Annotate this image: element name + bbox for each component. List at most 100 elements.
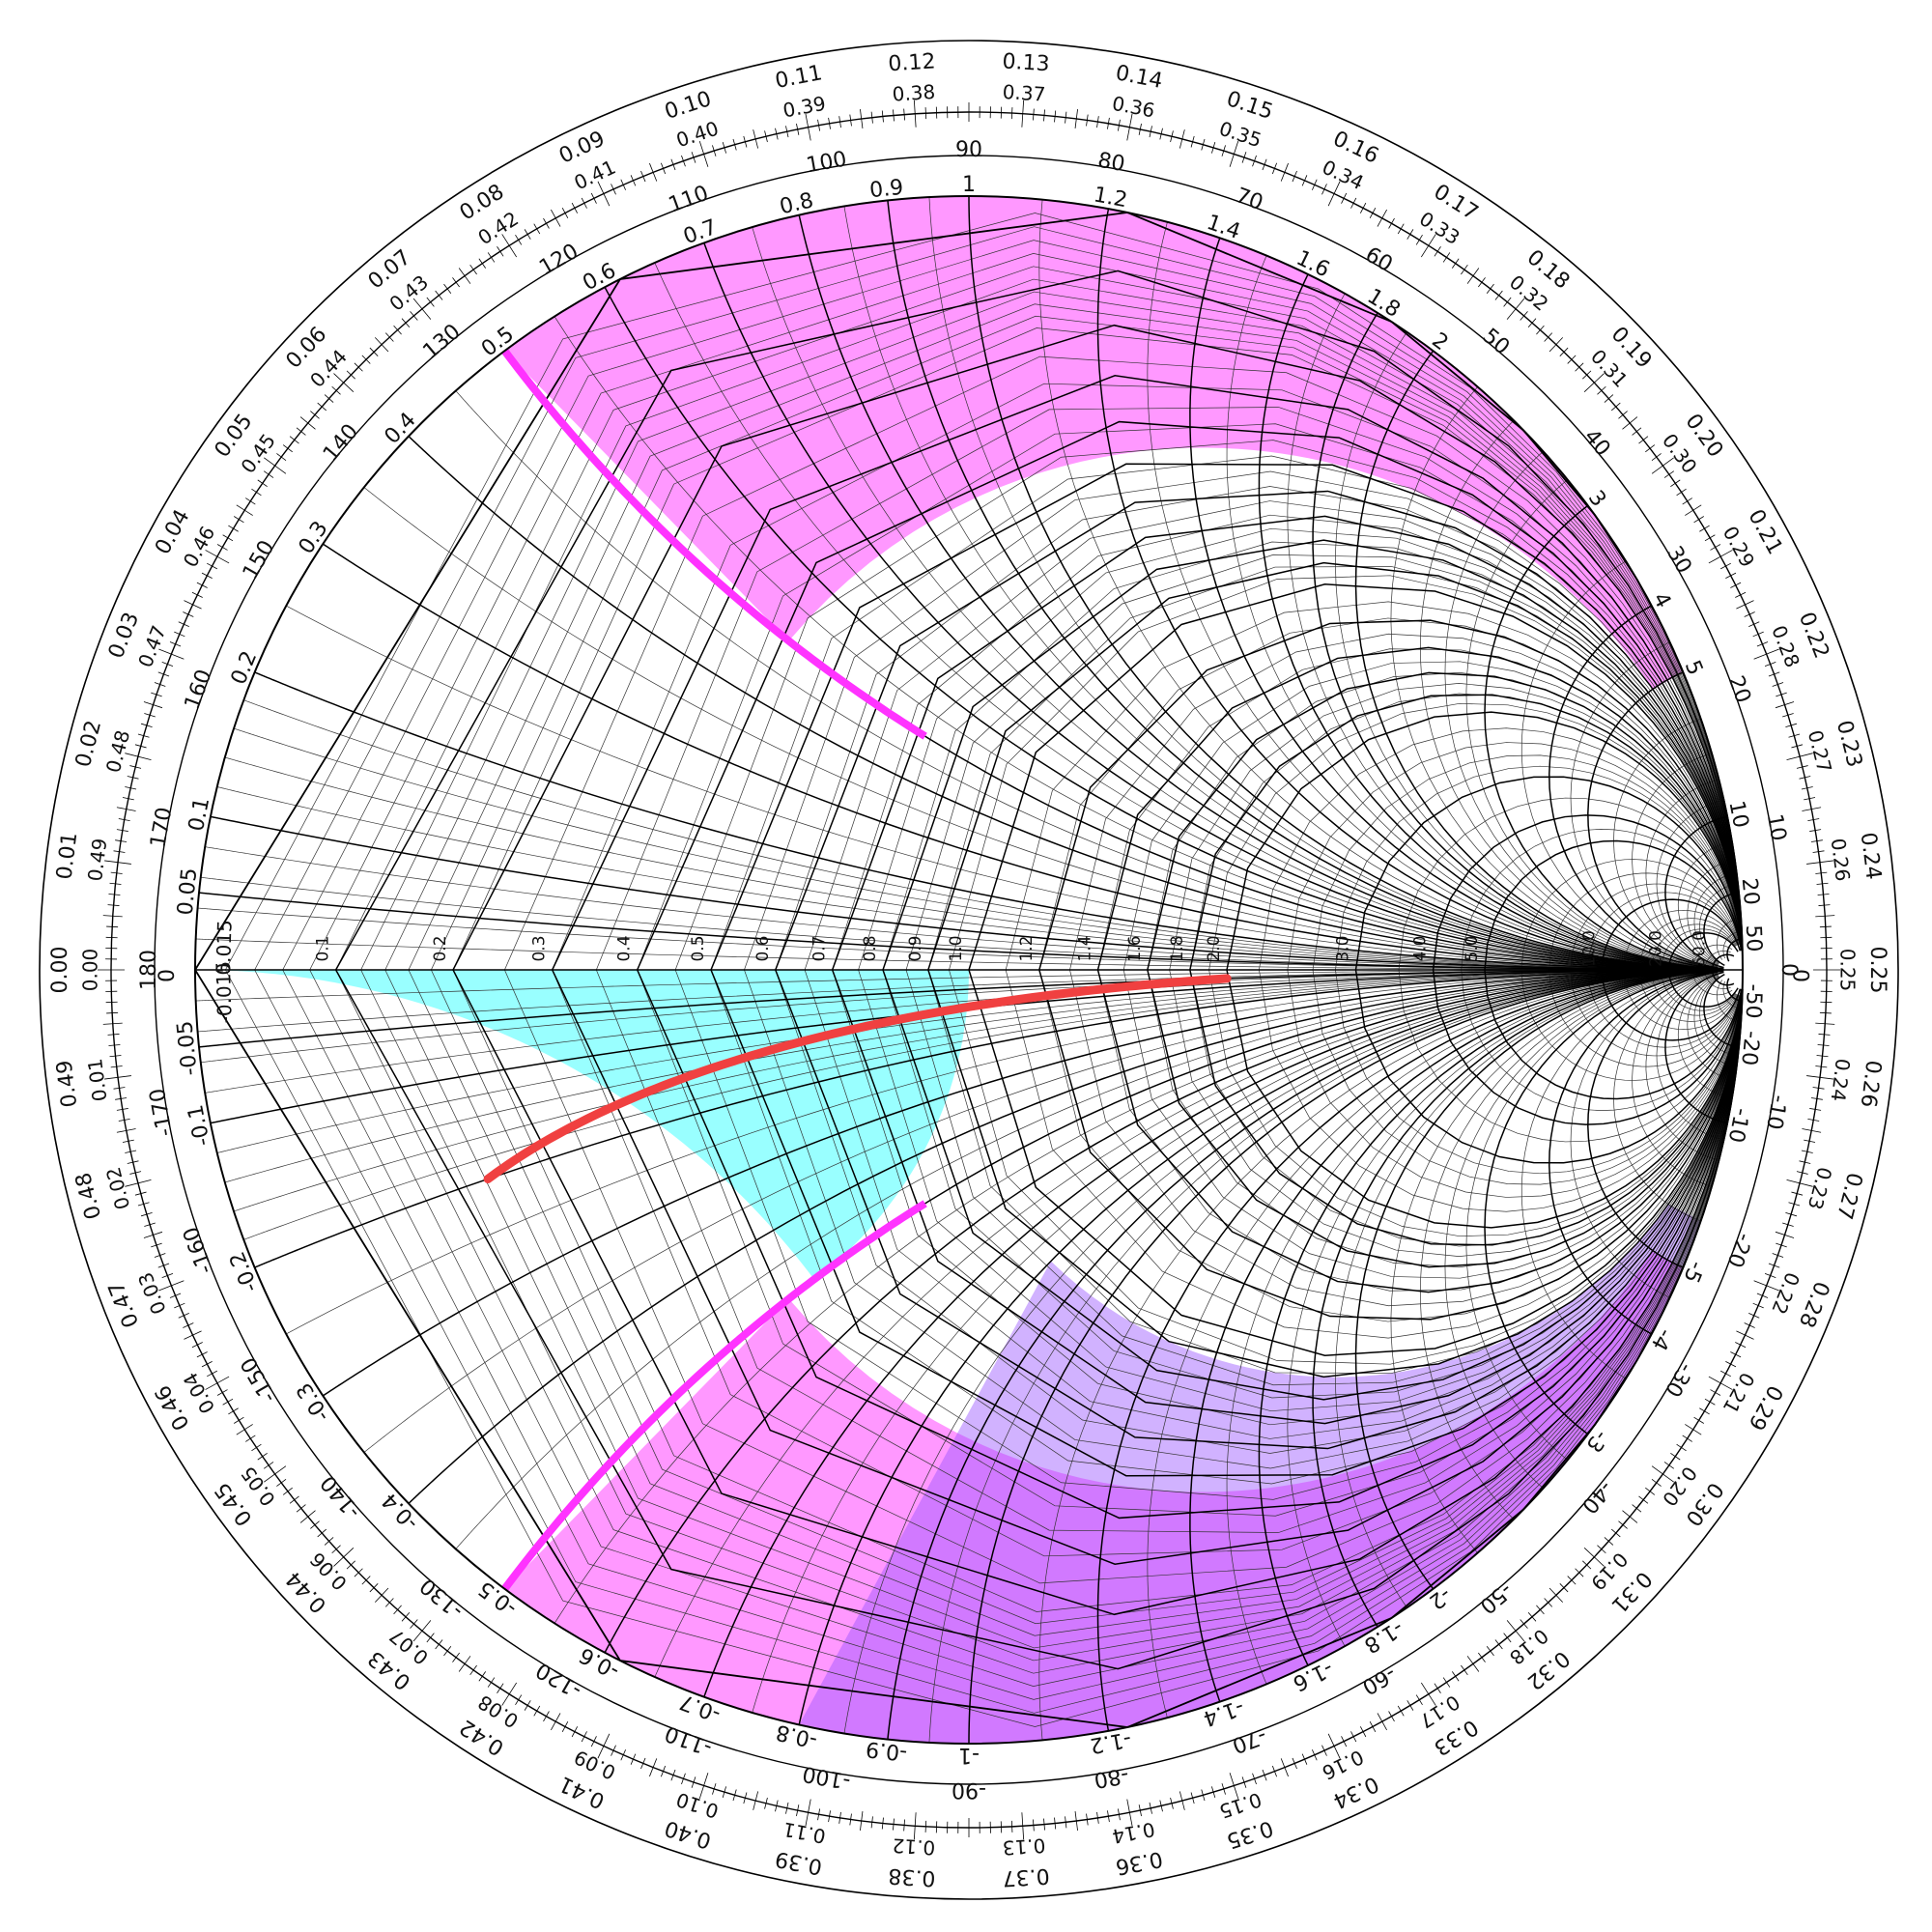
- wavelength-tick: [698, 1773, 709, 1799]
- wavelength-load-label: 0.24: [1827, 1057, 1855, 1102]
- wavelength-load-label: 0.37: [1002, 80, 1046, 106]
- overlay-curves: [483, 348, 1232, 1592]
- zero-left-label: 0: [156, 969, 180, 982]
- wavelength-tick: [191, 591, 203, 598]
- resistance-label: 1.8: [1168, 935, 1187, 961]
- wavelength-generator-label: 0.38: [888, 1863, 936, 1890]
- wavelength-tick: [1170, 130, 1174, 143]
- wavelength-tick: [125, 786, 137, 790]
- wavelength-tick: [1010, 1820, 1013, 1833]
- reactance-label: 10: [1723, 799, 1752, 830]
- wavelength-tick: [201, 572, 213, 580]
- wavelength-tick: [1434, 246, 1441, 257]
- wavelength-tick: [561, 1720, 569, 1732]
- unit-circle: [194, 195, 1744, 1745]
- wavelength-tick: [435, 290, 443, 300]
- wavelength-tick: [1341, 192, 1348, 204]
- wavelength-tick: [346, 1560, 355, 1570]
- wavelength-tick: [828, 1810, 831, 1823]
- resistance-label: 0.8: [861, 935, 880, 961]
- x-arc-major: [322, 969, 1724, 1397]
- wavelength-tick: [1369, 1720, 1377, 1732]
- wavelength-tick: [1748, 621, 1760, 628]
- x-arc-major: [604, 969, 1724, 1654]
- wavelength-tick: [1817, 894, 1830, 895]
- reactance-label: -0.3: [292, 1378, 335, 1426]
- wavelength-tick: [1802, 1128, 1822, 1133]
- x-arc-major: [408, 436, 1724, 971]
- wavelength-tick: [1645, 1487, 1656, 1495]
- wavelength-tick: [1406, 229, 1414, 240]
- angle-label: -30: [1660, 1358, 1698, 1401]
- wavelength-tick: [670, 1769, 676, 1781]
- wavelength-tick: [1699, 1407, 1710, 1415]
- wavelength-tick: [1170, 1797, 1174, 1809]
- wavelength-tick: [426, 297, 435, 307]
- wavelength-tick: [1461, 1664, 1468, 1676]
- angle-label: -60: [1357, 1661, 1400, 1699]
- wavelength-tick: [1730, 1351, 1742, 1358]
- red-impedance-path: [483, 974, 1232, 1183]
- wavelength-tick: [196, 1351, 208, 1358]
- wavelength-tick: [1434, 1683, 1441, 1693]
- wavelength-tick: [158, 648, 185, 660]
- wavelength-tick: [310, 1520, 320, 1529]
- wavelength-tick: [1651, 457, 1674, 474]
- wavelength-tick: [1494, 290, 1503, 300]
- wavelength-generator-label: 0.25: [1865, 947, 1889, 994]
- reactance-label: -0.05: [173, 1019, 203, 1076]
- wavelength-tick: [115, 839, 128, 842]
- wavelength-tick: [1710, 544, 1721, 551]
- wavelength-tick: [1676, 1443, 1687, 1452]
- wavelength-tick: [1377, 209, 1387, 227]
- wavelength-generator-label: 0.48: [71, 1170, 106, 1222]
- reactance-label: -50: [1741, 983, 1766, 1019]
- reactance-label-0015: 0.015: [212, 920, 237, 976]
- wavelength-tick: [860, 109, 864, 128]
- wavelength-tick: [1229, 141, 1239, 167]
- wavelength-tick: [205, 550, 230, 564]
- wavelength-tick: [478, 258, 486, 269]
- angle-label: -160: [179, 1223, 218, 1276]
- wavelength-generator-label: 0.13: [1002, 49, 1050, 76]
- angle-label: 70: [1233, 184, 1266, 215]
- wavelength-tick: [134, 1191, 147, 1196]
- wavelength-tick: [1280, 162, 1289, 182]
- wavelength-tick: [183, 611, 194, 617]
- wavelength-tick: [1583, 373, 1605, 392]
- wavelength-tick: [1806, 860, 1833, 865]
- wavelength-tick: [108, 1044, 121, 1046]
- wavelength-tick: [1775, 701, 1795, 709]
- wavelength-tick: [1536, 325, 1545, 335]
- wavelength-tick: [222, 534, 234, 542]
- wavelength-tick: [1010, 107, 1013, 120]
- wavelength-tick: [289, 1495, 299, 1504]
- wavelength-tick: [1096, 1811, 1099, 1824]
- wavelength-tick: [849, 1813, 852, 1826]
- x-arc-minor: [554, 969, 1718, 1624]
- wavelength-tick: [178, 621, 189, 628]
- wavelength-tick: [1725, 572, 1737, 580]
- wavelength-tick: [1442, 252, 1451, 263]
- wavelength-tick: [1107, 117, 1110, 129]
- wavelength-tick: [1812, 850, 1825, 853]
- x-arc-minor: [455, 390, 1718, 971]
- wavelength-tick: [127, 776, 139, 780]
- wavelength-tick: [620, 179, 627, 190]
- wavelength-tick: [1262, 1769, 1267, 1781]
- wavelength-tick: [222, 1398, 234, 1406]
- wavelength-tick: [1725, 1360, 1737, 1368]
- wavelength-tick: [452, 1652, 460, 1662]
- wavelength-tick: [157, 1263, 170, 1268]
- reactance-label: 1: [962, 173, 976, 197]
- wavelength-tick: [369, 347, 379, 356]
- angle-label: 20: [1723, 672, 1755, 706]
- wavelength-tick: [881, 1817, 884, 1830]
- wavelength-tick: [1752, 631, 1764, 638]
- wavelength-tick: [1369, 208, 1377, 219]
- wavelength-generator-label: 0.01: [52, 831, 82, 881]
- wavelength-tick: [282, 1487, 293, 1495]
- wavelength-tick: [1768, 1263, 1780, 1268]
- wavelength-tick: [1548, 1587, 1564, 1603]
- wavelength-tick: [753, 129, 759, 149]
